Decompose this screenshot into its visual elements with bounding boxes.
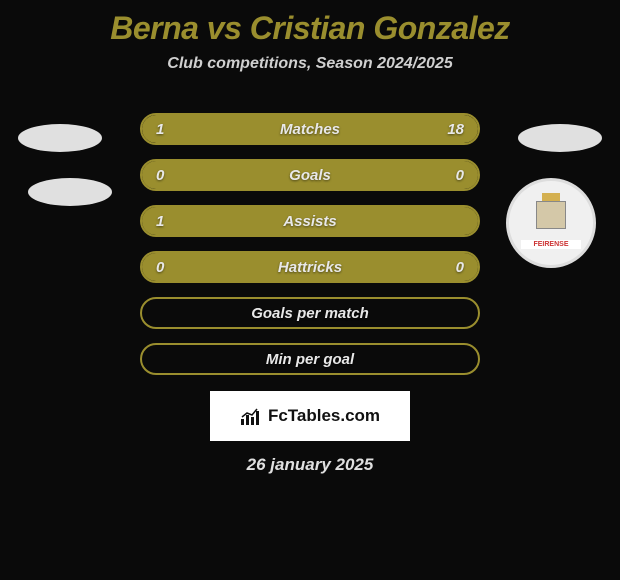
stat-bar: 1 18 Matches: [140, 113, 480, 145]
crown-icon: [542, 193, 560, 201]
page-subtitle: Club competitions, Season 2024/2025: [167, 55, 452, 73]
player-left-logo-1: [18, 124, 102, 152]
stat-bar: 0 0 Goals: [140, 159, 480, 191]
stat-label: Goals per match: [251, 305, 369, 322]
club-badge-inner: FEIRENSE: [521, 193, 581, 253]
club-name-label: FEIRENSE: [521, 240, 581, 249]
watermark-text: FcTables.com: [268, 406, 380, 426]
page-title: Berna vs Cristian Gonzalez: [110, 10, 510, 47]
stat-label: Min per goal: [266, 351, 354, 368]
stat-label: Hattricks: [278, 259, 342, 276]
watermark-badge: FcTables.com: [210, 391, 410, 441]
castle-icon: [536, 201, 566, 229]
player-left-logo-2: [28, 178, 112, 206]
stat-value-left: 1: [156, 213, 164, 230]
stat-value-left: 1: [156, 121, 164, 138]
stat-value-right: 0: [456, 259, 464, 276]
chart-icon: [240, 407, 262, 425]
stat-label: Assists: [283, 213, 336, 230]
stat-value-left: 0: [156, 259, 164, 276]
stat-bar: Goals per match: [140, 297, 480, 329]
club-badge-right: FEIRENSE: [506, 178, 596, 268]
stat-value-right: 0: [456, 167, 464, 184]
stat-value-left: 0: [156, 167, 164, 184]
stat-label: Goals: [289, 167, 331, 184]
date-label: 26 january 2025: [247, 455, 374, 475]
player-right-logo-1: [518, 124, 602, 152]
stat-value-right: 18: [447, 121, 464, 138]
stat-bar: 1 Assists: [140, 205, 480, 237]
stat-bar: 0 0 Hattricks: [140, 251, 480, 283]
stat-label: Matches: [280, 121, 340, 138]
stat-bar: Min per goal: [140, 343, 480, 375]
